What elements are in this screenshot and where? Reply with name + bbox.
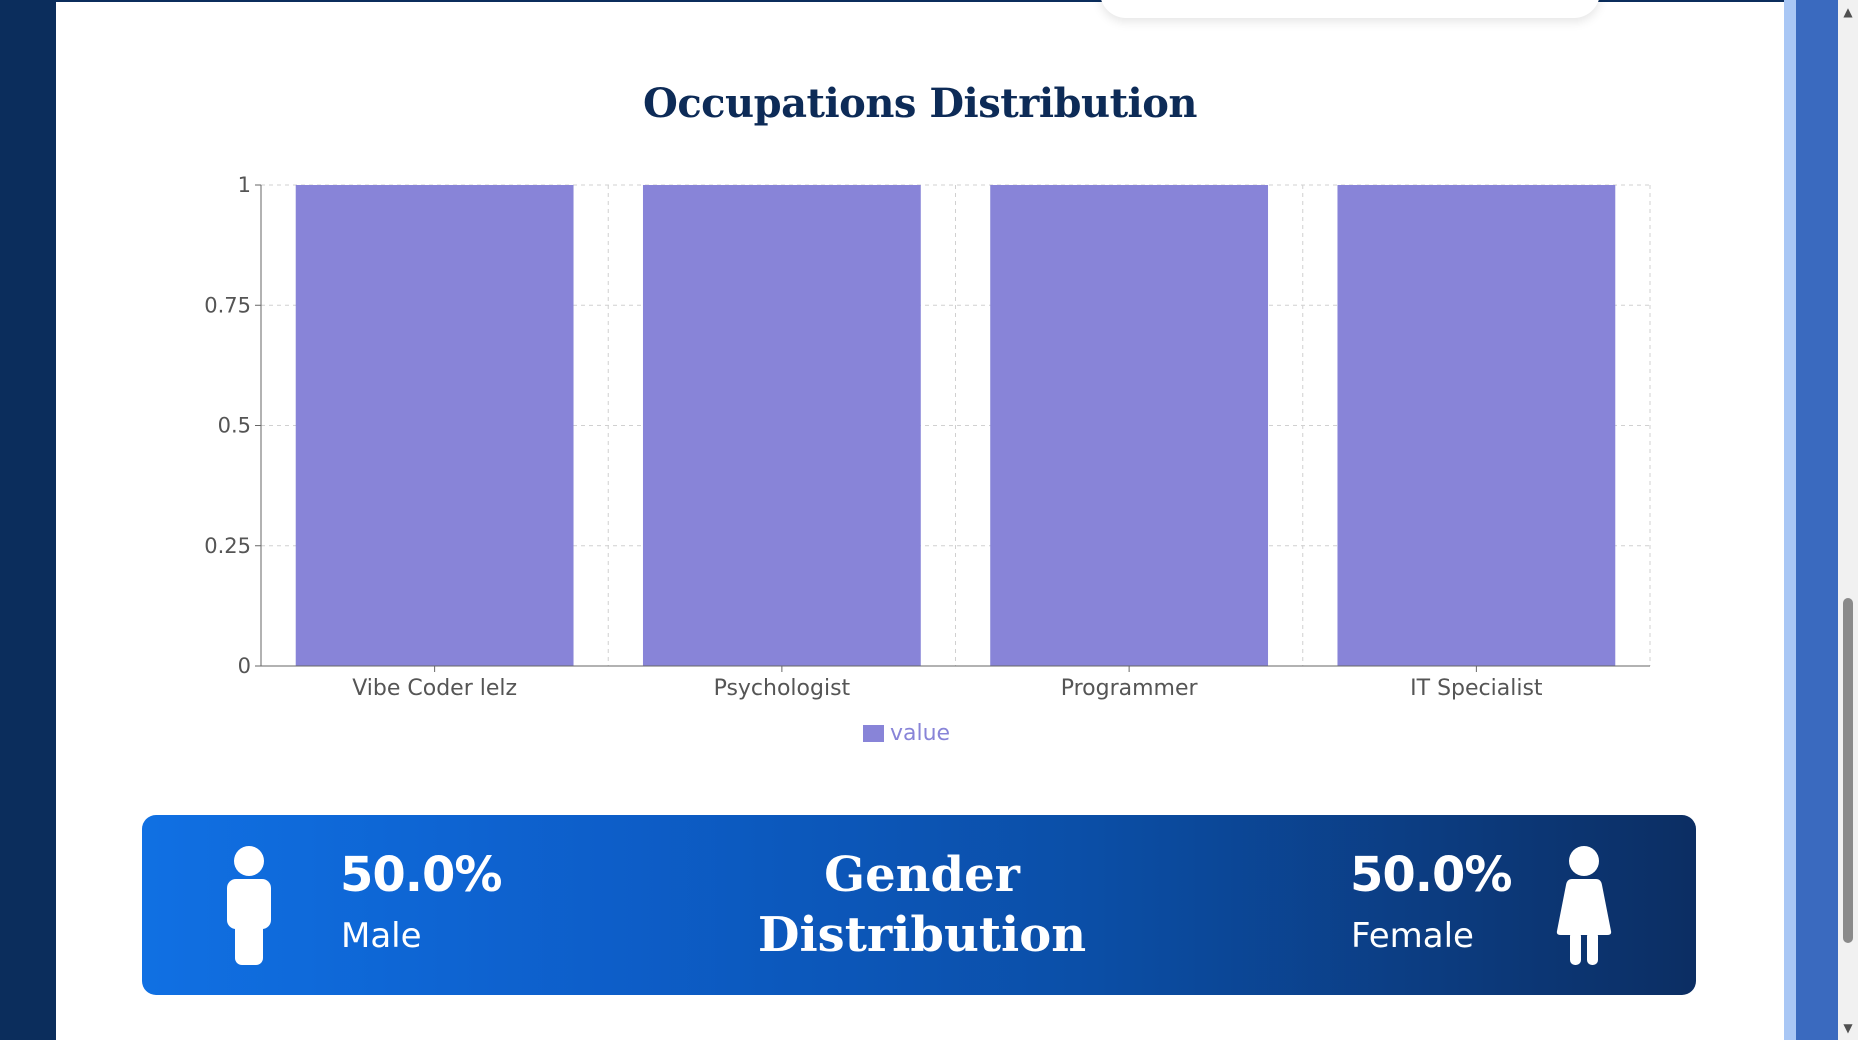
female-label: Female [1351,916,1474,956]
gender-title-line1: Gender [824,847,1020,903]
scroll-up-arrow-icon[interactable]: ▲ [1843,5,1853,19]
chart-title: Occupations Distribution [642,80,1198,127]
female-person-icon [1556,846,1612,965]
bar-0 [295,185,574,666]
bar-1 [642,185,921,666]
gender-distribution-title: Gender Distribution [702,845,1142,965]
x-tick-label: Programmer [1061,676,1199,701]
right-edge-strip [1784,0,1796,1040]
scrollbar-thumb[interactable] [1843,598,1853,943]
scroll-down-arrow-icon[interactable]: ▼ [1843,1021,1853,1035]
y-tick-label: 0.25 [204,534,251,558]
gender-distribution-card: 50.0% Male Gender Distribution 50.0% Fem… [142,815,1696,995]
top-card-edge [1100,0,1600,18]
vertical-scrollbar[interactable]: ▲ ▼ [1838,0,1858,1040]
y-tick-label: 0.75 [204,293,251,317]
left-navigation-rail [0,0,56,1040]
gender-title-line2: Distribution [757,907,1087,963]
occupations-bar-chart: 0 0.25 0.5 0.75 1 Vibe Coder lelz Psychologist… [204,173,1651,746]
y-tick-label: 0.5 [218,414,251,438]
x-tick-label: Psychologist [714,676,851,701]
y-tick-label: 0 [238,654,251,678]
right-side-panel [1796,0,1838,1040]
bar-3 [1337,185,1616,666]
female-percentage: 50.0% [1350,847,1513,903]
y-tick-label: 1 [238,173,251,197]
x-tick-label: IT Specialist [1410,676,1543,701]
male-label: Male [341,916,422,956]
x-tick-label: Vibe Coder lelz [352,676,517,701]
bar-2 [990,185,1269,666]
male-person-icon [227,846,271,965]
legend-swatch [863,725,884,742]
legend-label: value [890,721,950,746]
male-percentage: 50.0% [340,847,503,903]
